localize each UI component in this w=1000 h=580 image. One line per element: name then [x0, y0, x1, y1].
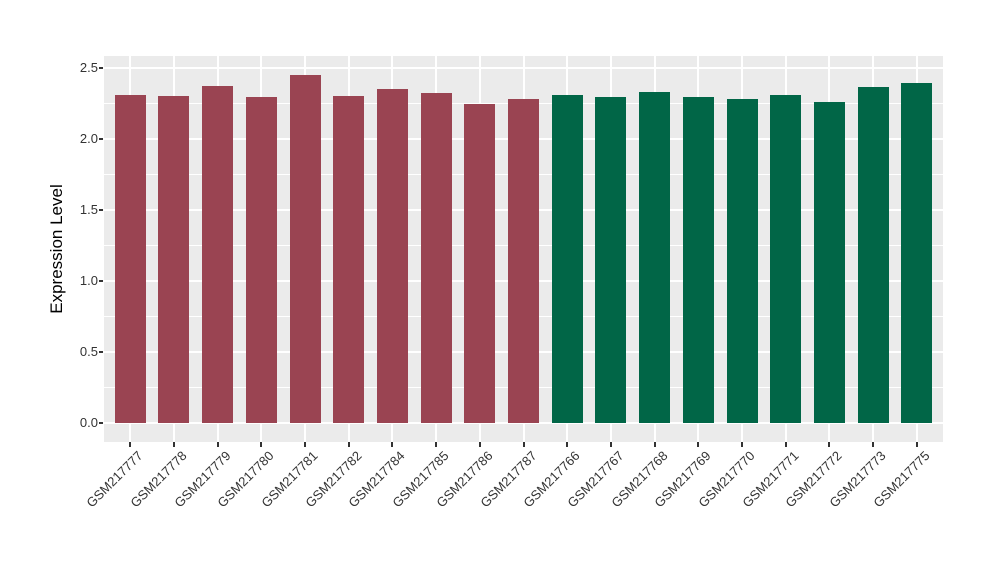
y-axis-tick — [99, 66, 103, 69]
x-axis-tick — [435, 442, 438, 447]
y-tick-label: 2.5 — [79, 59, 98, 75]
gridline-major-y — [104, 422, 943, 424]
y-axis-tick — [99, 279, 103, 282]
bar-GSM217784 — [376, 88, 408, 423]
y-tick-label: 1.5 — [79, 201, 98, 217]
bar-GSM217779 — [202, 85, 234, 423]
gridline-major-y — [104, 66, 943, 69]
x-axis-tick — [391, 442, 394, 447]
y-axis-tick — [99, 208, 103, 211]
bar-GSM217782 — [333, 95, 365, 423]
x-axis-tick — [172, 442, 175, 447]
x-axis-tick — [828, 442, 831, 447]
bar-GSM217777 — [114, 94, 146, 423]
bar-GSM217778 — [158, 95, 190, 423]
bar-GSM217786 — [464, 104, 496, 423]
y-tick-label: 1.0 — [79, 272, 98, 288]
x-axis-tick — [347, 442, 350, 447]
x-axis-tick — [915, 442, 918, 447]
bar-GSM217771 — [770, 94, 802, 423]
x-axis-tick — [653, 442, 656, 447]
x-axis-tick — [522, 442, 525, 447]
bar-GSM217785 — [420, 93, 452, 423]
x-axis-tick — [741, 442, 743, 447]
bar-GSM217770 — [726, 98, 758, 423]
x-axis-tick — [129, 442, 132, 447]
plot-panel — [104, 56, 943, 442]
bar-GSM217766 — [551, 94, 583, 423]
bar-GSM217775 — [901, 83, 933, 423]
x-axis-tick — [260, 442, 263, 447]
x-axis-tick — [872, 442, 875, 447]
bar-GSM217781 — [289, 74, 321, 423]
y-axis-tick — [99, 422, 103, 424]
y-axis-tick — [99, 350, 103, 353]
x-axis-tick — [609, 442, 612, 447]
bar-GSM217780 — [245, 97, 277, 423]
bar-GSM217769 — [682, 97, 714, 423]
bar-GSM217772 — [813, 101, 845, 423]
x-axis-tick — [304, 442, 306, 447]
bar-GSM217767 — [595, 97, 627, 423]
bar-GSM217787 — [508, 98, 539, 423]
x-axis-tick — [697, 442, 700, 447]
bar-GSM217773 — [857, 87, 889, 423]
y-tick-label: 0.0 — [79, 415, 98, 430]
x-axis-tick — [784, 442, 787, 447]
x-axis-tick — [566, 442, 569, 447]
y-axis-tick — [99, 137, 103, 140]
x-axis-tick — [216, 442, 219, 447]
y-tick-label: 2.0 — [79, 130, 98, 146]
x-axis-tick — [478, 442, 481, 447]
y-tick-label: 0.5 — [79, 343, 98, 359]
bar-GSM217768 — [639, 91, 671, 423]
